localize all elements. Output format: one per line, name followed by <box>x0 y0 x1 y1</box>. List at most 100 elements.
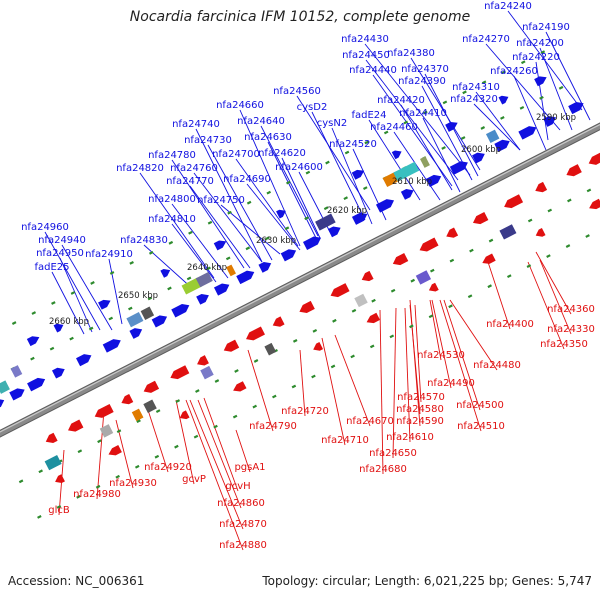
tick-mark <box>304 216 309 221</box>
leader-line <box>185 399 244 551</box>
tick-mark <box>18 479 24 484</box>
leader-line <box>193 172 263 263</box>
reverse-gene-arrow <box>419 237 439 252</box>
tick-mark <box>364 140 369 145</box>
gene-label: nfa24600 <box>275 162 323 173</box>
forward-gene-arrow <box>27 377 46 392</box>
tick-mark <box>49 346 55 351</box>
tick-mark <box>175 399 181 403</box>
forward-gene-arrow <box>518 126 537 140</box>
leader-line <box>108 258 123 325</box>
leader-line <box>545 31 591 121</box>
tick-mark <box>225 256 231 261</box>
kbp-marker: 2630 kbp <box>256 236 296 246</box>
tick-mark <box>330 364 336 369</box>
reverse-gene-arrow <box>366 312 381 324</box>
tick-mark <box>97 439 102 444</box>
reverse-gene-arrow <box>272 316 285 327</box>
gene-label: nfa24610 <box>386 432 434 443</box>
forward-gene-arrow <box>129 328 143 339</box>
tick-mark <box>136 419 141 424</box>
reverse-gene-arrow <box>94 403 114 418</box>
leader-line <box>175 399 195 485</box>
tick-mark <box>448 304 453 309</box>
forward-gene-arrow <box>302 236 322 250</box>
forward-gene-arrow <box>213 283 230 296</box>
tick-mark <box>245 246 251 251</box>
tick-mark <box>350 354 355 359</box>
feature-block <box>195 271 213 288</box>
gene-label: nfa24980 <box>73 489 121 500</box>
tick-mark <box>351 308 357 313</box>
leader-line <box>311 111 366 221</box>
leader-line <box>539 47 573 131</box>
feature-block <box>393 161 420 182</box>
forward-gene-arrow <box>151 315 168 328</box>
leader-line <box>443 299 481 411</box>
tick-mark <box>272 394 277 399</box>
tick-mark <box>38 469 43 474</box>
reverse-gene-arrow <box>233 381 247 392</box>
forward-gene-arrow <box>568 101 584 115</box>
tick-mark <box>51 301 56 305</box>
gene-label: nfa24710 <box>321 435 369 446</box>
reverse-gene-arrow <box>535 181 548 193</box>
reverse-gene-arrow <box>472 211 489 225</box>
backbone-highlight <box>0 123 600 433</box>
forward-gene-arrow <box>102 339 121 353</box>
leader-line <box>171 223 217 283</box>
gene-label: nfa24220 <box>512 52 560 63</box>
reverse-gene-arrow <box>68 419 84 432</box>
gene-label: nfa24490 <box>427 378 475 389</box>
forward-gene-arrow <box>9 388 25 401</box>
gene-label: nfa24950 <box>36 248 84 259</box>
reverse-gene-arrow <box>566 164 582 177</box>
gene-label: cysN2 <box>317 118 347 129</box>
reverse-gene-arrow <box>535 227 546 237</box>
leader-line <box>527 261 565 350</box>
leader-line <box>96 409 105 500</box>
forward-gene-arrow <box>53 323 64 333</box>
tick-mark <box>410 278 415 283</box>
tick-mark <box>148 250 154 255</box>
tick-mark <box>234 369 239 373</box>
tick-mark <box>506 274 512 279</box>
tick-mark <box>371 298 376 303</box>
gene-label: nfa24240 <box>484 1 532 12</box>
tick-mark <box>115 474 120 479</box>
leader-line <box>44 231 101 331</box>
gene-label: glcB <box>48 505 70 516</box>
kbp-marker: 2660 kbp <box>49 317 89 327</box>
leader-line <box>400 104 453 191</box>
tick-mark <box>186 276 192 281</box>
leader-line <box>203 397 239 492</box>
gene-label: nfa24780 <box>148 150 196 161</box>
tick-mark <box>246 200 252 205</box>
forward-gene-arrow <box>52 367 65 379</box>
tick-mark <box>586 188 592 193</box>
tick-mark <box>527 218 533 223</box>
leader-line <box>207 144 273 261</box>
reverse-gene-arrow <box>361 270 374 282</box>
gene-label: fadE24 <box>351 110 386 121</box>
gene-label: nfa24400 <box>486 319 534 330</box>
tick-mark <box>167 286 172 291</box>
tick-mark <box>30 356 35 361</box>
gene-label: nfa24350 <box>540 339 588 350</box>
gene-label: nfa24860 <box>217 498 265 509</box>
gene-label: nfa24670 <box>346 416 394 427</box>
reverse-gene-arrow <box>313 341 324 351</box>
tick-mark <box>129 260 134 265</box>
leader-line <box>281 157 321 239</box>
kbp-marker: 2610 kbp <box>392 177 432 187</box>
leader-line <box>485 43 561 131</box>
leader-line <box>392 307 397 459</box>
forward-gene-arrow <box>445 121 458 132</box>
tick-mark <box>188 230 193 235</box>
gene-label: nfa24480 <box>473 360 521 371</box>
gene-label: nfa24560 <box>273 86 321 97</box>
tick-mark <box>147 296 153 301</box>
leader-line <box>61 244 113 331</box>
